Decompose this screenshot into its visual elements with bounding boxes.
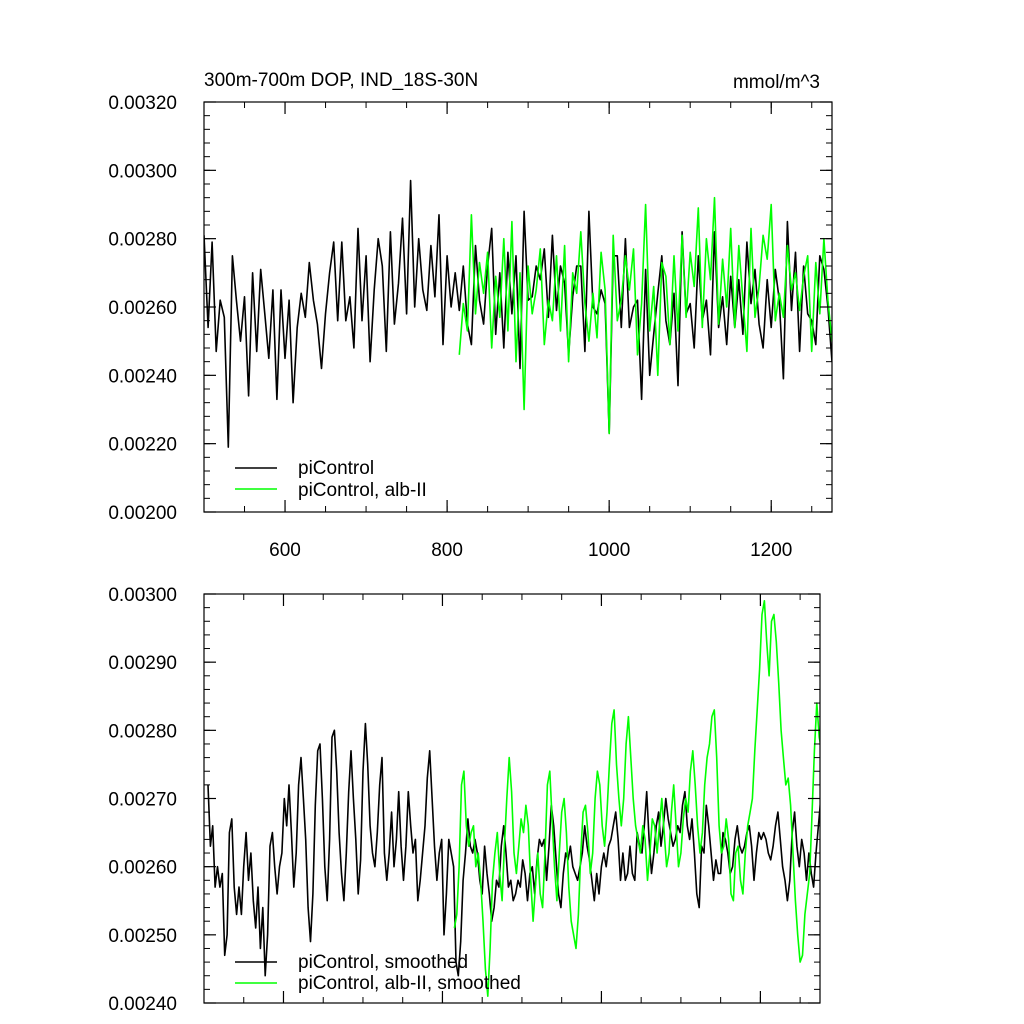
y-tick-label: 0.00250: [108, 926, 177, 947]
y-tick-label: 0.00300: [108, 585, 177, 606]
y-tick-label: 0.00270: [108, 790, 177, 811]
panel-title: 300m-700m DOP, IND_18S-30N: [204, 70, 478, 91]
series-line-picontrol-alb-ii: [458, 196, 832, 435]
y-tick-label: 0.00240: [108, 366, 177, 387]
legend-label-picontrol-smoothed: piControl, smoothed: [298, 952, 468, 973]
top-panel: 300m-700m DOP, IND_18S-30N mmol/m^3 0.00…: [108, 70, 833, 561]
units-label: mmol/m^3: [733, 72, 820, 93]
x-tick-label: 800: [431, 540, 463, 561]
y-tick-label: 0.00220: [108, 435, 177, 456]
y-tick-label: 0.00240: [108, 994, 177, 1015]
legend: piControl, smoothed piControl, alb-II, s…: [235, 952, 521, 994]
legend-label-alb-ii-smoothed: piControl, alb-II, smoothed: [298, 973, 521, 994]
legend-label-alb-ii: piControl, alb-II: [298, 480, 427, 501]
series-line-picontrol-alb-ii-smoothed: [453, 599, 820, 998]
plot-area: [204, 179, 832, 448]
y-tick-label: 0.00300: [108, 161, 177, 182]
legend: piControl piControl, alb-II: [235, 458, 427, 501]
y-tick-label: 0.00280: [108, 230, 177, 251]
x-tick-label: 1000: [588, 540, 630, 561]
y-tick-label: 0.00200: [108, 503, 177, 524]
y-tick-label: 0.00320: [108, 93, 177, 114]
y-tick-label: 0.00280: [108, 721, 177, 742]
x-tick-label: 1200: [750, 540, 792, 561]
series-line-picontrol: [204, 179, 832, 448]
y-tick-label: 0.00260: [108, 858, 177, 879]
plot-area: [207, 599, 820, 998]
legend-label-picontrol: piControl: [298, 458, 374, 479]
y-tick-label: 0.00290: [108, 653, 177, 674]
bottom-panel: 0.00240 0.00250 0.00260 0.00270 0.00280 0.002…: [108, 585, 821, 1015]
x-tick-label: 600: [269, 540, 301, 561]
y-tick-label: 0.00260: [108, 298, 177, 319]
